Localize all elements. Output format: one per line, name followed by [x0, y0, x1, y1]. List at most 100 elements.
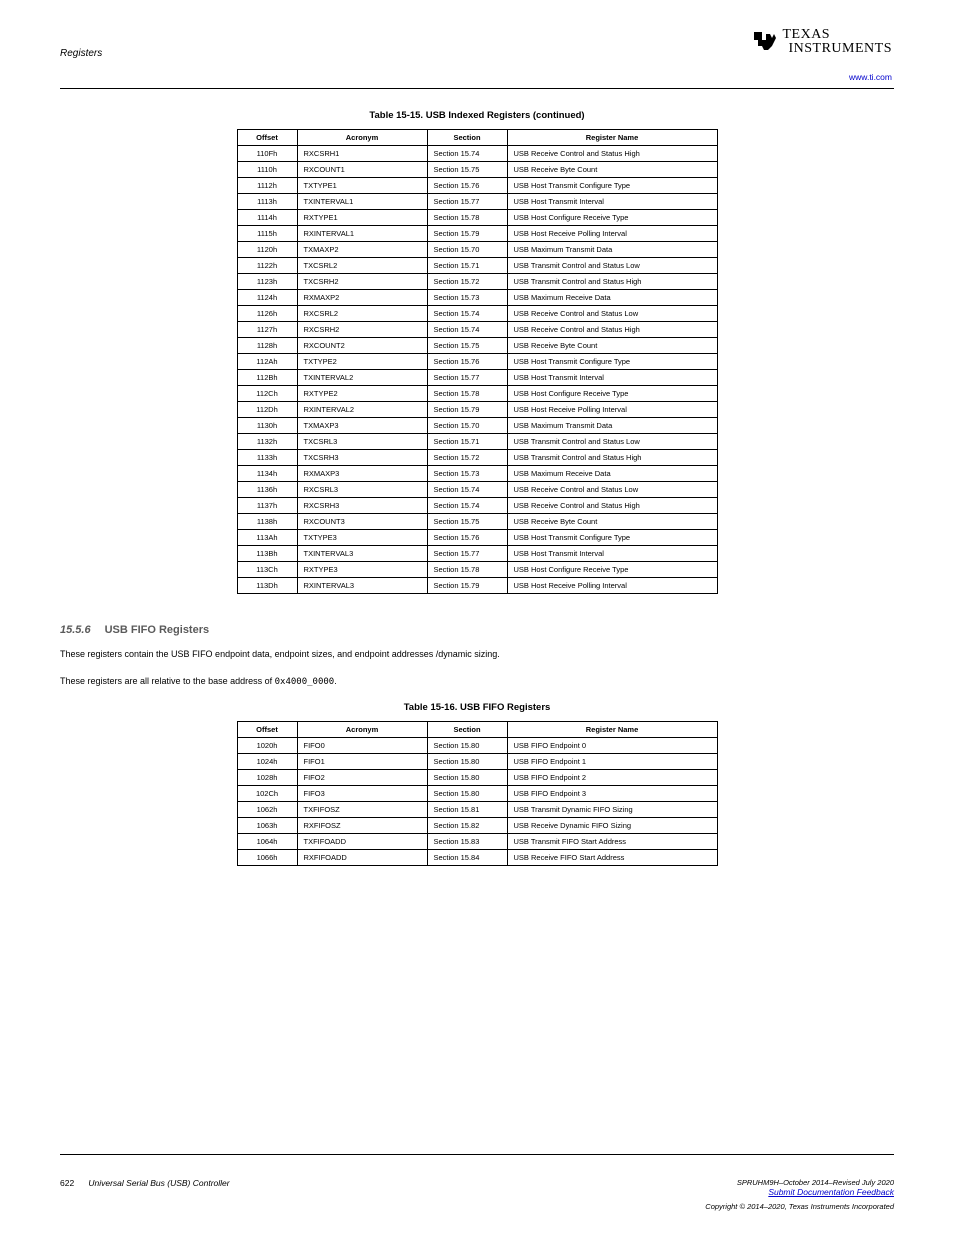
table-cell: 113Ch — [237, 562, 297, 578]
table-cell: 1024h — [237, 754, 297, 770]
section-link[interactable]: Section 15.80 — [434, 757, 480, 766]
feedback-link[interactable]: Submit Documentation Feedback — [768, 1187, 894, 1197]
table-cell: USB Host Transmit Configure Type — [507, 530, 717, 546]
section-link[interactable]: Section 15.83 — [434, 837, 480, 846]
table-cell: TXFIFOADD — [297, 834, 427, 850]
section-link[interactable]: Section 15.78 — [434, 565, 480, 574]
table-cell: USB FIFO Endpoint 0 — [507, 738, 717, 754]
section-link[interactable]: Section 15.75 — [434, 165, 480, 174]
table-row: 1114hRXTYPE1Section 15.78USB Host Config… — [237, 210, 717, 226]
table-cell: FIFO3 — [297, 786, 427, 802]
section-link[interactable]: Section 15.74 — [434, 485, 480, 494]
table-cell: TXFIFOSZ — [297, 802, 427, 818]
table-cell: RXCSRL2 — [297, 306, 427, 322]
table-cell: USB Host Receive Polling Interval — [507, 402, 717, 418]
table-cell: USB Host Configure Receive Type — [507, 210, 717, 226]
table-row: 1128hRXCOUNT2Section 15.75USB Receive By… — [237, 338, 717, 354]
section-link[interactable]: Section 15.77 — [434, 373, 480, 382]
section-link[interactable]: Section 15.74 — [434, 325, 480, 334]
section-link[interactable]: Section 15.73 — [434, 469, 480, 478]
table-cell: USB Transmit Control and Status Low — [507, 434, 717, 450]
section-link[interactable]: Section 15.71 — [434, 437, 480, 446]
table-row: 1130hTXMAXP3Section 15.70USB Maximum Tra… — [237, 418, 717, 434]
section-link[interactable]: Section 15.80 — [434, 789, 480, 798]
section-link[interactable]: Section 15.80 — [434, 773, 480, 782]
table-cell: USB Receive Byte Count — [507, 162, 717, 178]
table-row: 1066hRXFIFOADDSection 15.84USB Receive F… — [237, 850, 717, 866]
section-link[interactable]: Section 15.73 — [434, 293, 480, 302]
table-cell: 1120h — [237, 242, 297, 258]
section-link[interactable]: Section 15.81 — [434, 805, 480, 814]
table-cell: Section 15.76 — [427, 354, 507, 370]
section-link[interactable]: Section 15.79 — [434, 405, 480, 414]
table-cell: Section 15.70 — [427, 418, 507, 434]
section-link[interactable]: Section 15.76 — [434, 533, 480, 542]
section-link[interactable]: Section 15.80 — [434, 741, 480, 750]
section-link[interactable]: Section 15.79 — [434, 581, 480, 590]
header-url[interactable]: www.ti.com — [849, 72, 892, 82]
section-link[interactable]: Section 15.77 — [434, 197, 480, 206]
table-cell: RXCSRH1 — [297, 146, 427, 162]
section-link[interactable]: Section 15.72 — [434, 277, 480, 286]
column-header: Section — [427, 130, 507, 146]
table-cell: Section 15.79 — [427, 578, 507, 594]
table-cell: TXCSRH3 — [297, 450, 427, 466]
table-cell: 1126h — [237, 306, 297, 322]
table-cell: FIFO1 — [297, 754, 427, 770]
section-link[interactable]: Section 15.78 — [434, 389, 480, 398]
table-cell: Section 15.72 — [427, 274, 507, 290]
section-link[interactable]: Section 15.71 — [434, 261, 480, 270]
table-cell: RXINTERVAL1 — [297, 226, 427, 242]
table-cell: RXINTERVAL3 — [297, 578, 427, 594]
footer-doc-id: SPRUHM9H–October 2014–Revised July 2020 — [734, 1178, 894, 1187]
table-cell: USB Receive Byte Count — [507, 338, 717, 354]
ti-logo: TEXAS INSTRUMENTS — [752, 28, 892, 56]
section-link[interactable]: Section 15.72 — [434, 453, 480, 462]
section-link[interactable]: Section 15.76 — [434, 181, 480, 190]
table-cell: TXCSRL2 — [297, 258, 427, 274]
table-row: 1133hTXCSRH3Section 15.72USB Transmit Co… — [237, 450, 717, 466]
section-link[interactable]: Section 15.75 — [434, 517, 480, 526]
section-link[interactable]: Section 15.74 — [434, 149, 480, 158]
section-link[interactable]: Section 15.77 — [434, 549, 480, 558]
section-link[interactable]: Section 15.74 — [434, 501, 480, 510]
table-row: 1134hRXMAXP3Section 15.73USB Maximum Rec… — [237, 466, 717, 482]
table-row: 113ChRXTYPE3Section 15.78USB Host Config… — [237, 562, 717, 578]
table-cell: Section 15.73 — [427, 290, 507, 306]
section-link[interactable]: Section 15.76 — [434, 357, 480, 366]
table-cell: Section 15.75 — [427, 162, 507, 178]
table-row: 1138hRXCOUNT3Section 15.75USB Receive By… — [237, 514, 717, 530]
section-link[interactable]: Section 15.75 — [434, 341, 480, 350]
table-cell: 1134h — [237, 466, 297, 482]
table-row: 113AhTXTYPE3Section 15.76USB Host Transm… — [237, 530, 717, 546]
table-cell: RXINTERVAL2 — [297, 402, 427, 418]
table-cell: Section 15.76 — [427, 530, 507, 546]
section-link[interactable]: Section 15.78 — [434, 213, 480, 222]
table-cell: FIFO0 — [297, 738, 427, 754]
table-cell: 1114h — [237, 210, 297, 226]
table-cell: Section 15.77 — [427, 194, 507, 210]
table-cell: Section 15.70 — [427, 242, 507, 258]
table-cell: RXTYPE2 — [297, 386, 427, 402]
table-cell: USB Host Configure Receive Type — [507, 386, 717, 402]
table-cell: Section 15.72 — [427, 450, 507, 466]
table-cell: 1064h — [237, 834, 297, 850]
section-link[interactable]: Section 15.74 — [434, 309, 480, 318]
section-link[interactable]: Section 15.82 — [434, 821, 480, 830]
section-link[interactable]: Section 15.79 — [434, 229, 480, 238]
table-cell: Section 15.80 — [427, 786, 507, 802]
section-link[interactable]: Section 15.84 — [434, 853, 480, 862]
page-footer: 622 Universal Serial Bus (USB) Controlle… — [60, 1178, 894, 1197]
table-cell: TXINTERVAL3 — [297, 546, 427, 562]
table-row: 1112hTXTYPE1Section 15.76USB Host Transm… — [237, 178, 717, 194]
section-link[interactable]: Section 15.70 — [434, 421, 480, 430]
table-cell: USB Receive Control and Status High — [507, 322, 717, 338]
table-cell: RXCOUNT2 — [297, 338, 427, 354]
table-cell: TXINTERVAL1 — [297, 194, 427, 210]
table-cell: USB Transmit Control and Status High — [507, 450, 717, 466]
table-row: 1126hRXCSRL2Section 15.74USB Receive Con… — [237, 306, 717, 322]
column-header: Acronym — [297, 722, 427, 738]
section-link[interactable]: Section 15.70 — [434, 245, 480, 254]
table-cell: RXCSRH2 — [297, 322, 427, 338]
table-cell: USB Maximum Receive Data — [507, 466, 717, 482]
